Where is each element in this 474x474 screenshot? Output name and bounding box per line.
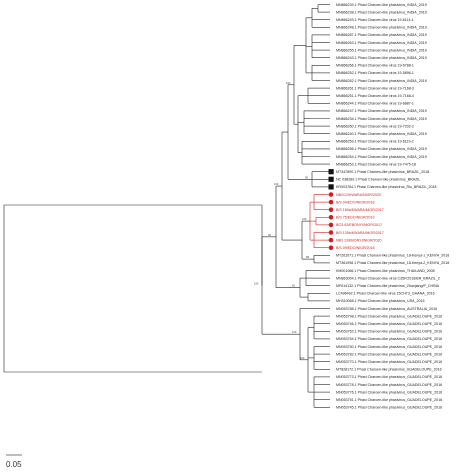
nigeria-circle-marker [328, 215, 334, 220]
bootstrap-value: 100 [254, 281, 259, 285]
tip-label: B/23 83/EBONYI/NIGR/2017 [336, 223, 382, 227]
tip-markers [328, 169, 334, 250]
tip-label: MN053788.1 Phasi Charoen-like phasivirus… [336, 307, 437, 311]
tip-labels: MN866239.1 Phasi Charoen-like phasivirus… [336, 3, 449, 410]
tip-label: MN866259.1 Phasi Charoen-like virus 19-6… [336, 140, 414, 144]
nigeria-circle-marker [328, 199, 334, 205]
nigeria-circle-marker [328, 207, 334, 212]
tip-label: MN866252.1 Phasi Charoen-like virus 19-5… [336, 71, 414, 75]
tip-label: B/S 169a/KWARA/NIGR/2017 [336, 208, 384, 212]
tip-label: MN866253.1 Phasi Charoen-like virus 19-7… [336, 162, 416, 166]
tip-label: MT828172.1 Phasi Charoen-like phasivirus… [336, 368, 442, 372]
tip-label: MN053770.1 Phasi Charoen-like phasivirus… [336, 360, 442, 364]
tip-label: MT261071.1 Phasi Charoen-like phasivirus… [336, 254, 449, 258]
tip-label: MN866249.1 Phasi Charoen-like virus 19-6… [336, 18, 414, 22]
tip-label: MN866255.1 Phasi Charoen-like phasivirus… [336, 48, 427, 52]
bootstrap-value: 65 [292, 284, 295, 288]
tip-label: MF614132.1 Phasi Charoen-like phasivirus… [336, 284, 440, 288]
tip-label: KR003784.1 Phasi Charoen-like phasivirus… [336, 185, 437, 189]
tip-label: MN866240.1 Phasi Charoen-like phasivirus… [336, 132, 427, 136]
tip-label: MN866248.1 Phasi Charoen-like phasivirus… [336, 26, 427, 30]
tip-label: MN053776.1 Phasi Charoen-like phasivirus… [336, 390, 442, 394]
tip-label: MN053746.1 Phasi Charoen-like phasivirus… [336, 322, 442, 326]
tip-label: NB2/12/KWARA/NIGR/2020 [336, 193, 381, 197]
tip-label: MN053778.1 Phasi Charoen-like phasivirus… [336, 383, 442, 387]
bootstrap-value: 99 [305, 175, 308, 179]
tip-label: MN053750.1 Phasi Charoen-like phasivirus… [336, 345, 442, 349]
tip-label: MN866287.1 Phasi Charoen-like phasivirus… [336, 33, 427, 37]
tree-branches [3, 4, 330, 408]
tip-label: MN053754.1 Phasi Charoen-like phasivirus… [336, 337, 442, 341]
tip-label: MN866256.1 Phasi Charoen-like phasivirus… [336, 147, 427, 151]
tip-label: MN053782.1 Phasi Charoen-like phasivirus… [336, 352, 442, 356]
tip-label: B/S 75/EDO/NIGR/2019 [336, 216, 375, 220]
scale-bar-label: 0.05 [6, 460, 22, 469]
tip-label: MN053773.1 Phasi Charoen-like phasivirus… [336, 375, 442, 379]
bootstrap-value: 98 [306, 255, 309, 259]
tip-label: MN053751.1 Phasi Charoen-like phasivirus… [336, 398, 442, 402]
tip-label: NC 038289.1 Phasi Charoen-like phasiviru… [336, 178, 420, 182]
nigeria-circle-marker [328, 245, 334, 250]
tip-label: MN866243.1 Phasi Charoen-like phasivirus… [336, 56, 427, 60]
tip-label: MN053762.1 Phasi Charoen-like phasivirus… [336, 330, 442, 334]
bootstrap-value: 100 [274, 182, 279, 186]
tip-label: MN866254.1 Phasi Charoen-like phasivirus… [336, 155, 427, 159]
tip-label: MN053798.1 Phasi Charoen-like phasivirus… [336, 314, 442, 318]
brazil-square-marker [328, 169, 334, 175]
tip-label: MN866261.1 Phasi Charoen-like virus 19-7… [336, 86, 414, 90]
nigeria-circle-marker [328, 230, 334, 235]
bootstrap-value: 100 [286, 81, 291, 85]
brazil-square-marker [328, 176, 334, 182]
tip-label: NB3 13/EBONYI/NIGR/2020 [336, 238, 382, 242]
tip-label: MN866260.1 Phasi Charoen-like virus 19-7… [336, 124, 414, 128]
scale-bar: 0.05 [6, 454, 22, 469]
tip-label: MN866266.1 Phasi Charoen-like virus 19-6… [336, 64, 414, 68]
bootstrap-support-values: 100 99 100 98 100 65 100 100 99 100 [254, 81, 309, 360]
tip-label: MN053745.1 Phasi Charoen-like phasivirus… [336, 406, 442, 410]
nigeria-circle-marker [328, 192, 334, 197]
tip-label: MN866238.1 Phasi Charoen-like phasivirus… [336, 10, 427, 14]
bootstrap-value: 99 [268, 233, 271, 237]
nigeria-circle-marker [328, 237, 334, 243]
bootstrap-value: 100 [302, 217, 307, 221]
nigeria-circle-marker [328, 222, 334, 228]
tip-label: B/S 09/EDO/NIGR/2018 [336, 200, 375, 204]
tip-label: B/S 135b/KWARA/NIGR/2017 [336, 231, 384, 235]
tip-label: MN866239.1 Phasi Charoen-like phasivirus… [336, 3, 427, 7]
tip-label: MN866262.1 Phasi Charoen-like phasivirus… [336, 79, 427, 83]
tip-label: MN866234.1 Phasi Charoen-like phasivirus… [336, 117, 427, 121]
tip-label: MT347890.1 Phasi Charoen-like phasivirus… [336, 170, 429, 174]
tip-label: B/S 09/EDO/NIGR/2018 [336, 246, 375, 250]
tip-label: LC496492.1 Phasi Charoen-like virus 15CH… [336, 292, 435, 296]
tip-label: MN866263.1 Phasi Charoen-like phasivirus… [336, 41, 427, 45]
tip-label: MH310068.1 Phasi Charoen-like phasivirus… [336, 299, 425, 303]
tip-label: KM001086.1 Phasi Charoen-like phasivirus… [336, 269, 435, 273]
tip-label: MT361998.1 Phasi Charoen-like phasivirus… [336, 261, 449, 265]
brazil-square-marker [328, 184, 334, 190]
tip-label: MN863004.1 Phasi Charoen-like virus C35F… [336, 276, 440, 280]
bootstrap-value: 100 [292, 330, 297, 334]
bootstrap-value: 100 [300, 356, 305, 360]
tip-label: MN866251.1 Phasi Charoen-like virus 19-7… [336, 94, 414, 98]
tip-label: MN866244.1 Phasi Charoen-like virus 19-6… [336, 102, 414, 106]
tip-label: MN866247.1 Phasi Charoen-like phasivirus… [336, 109, 427, 113]
